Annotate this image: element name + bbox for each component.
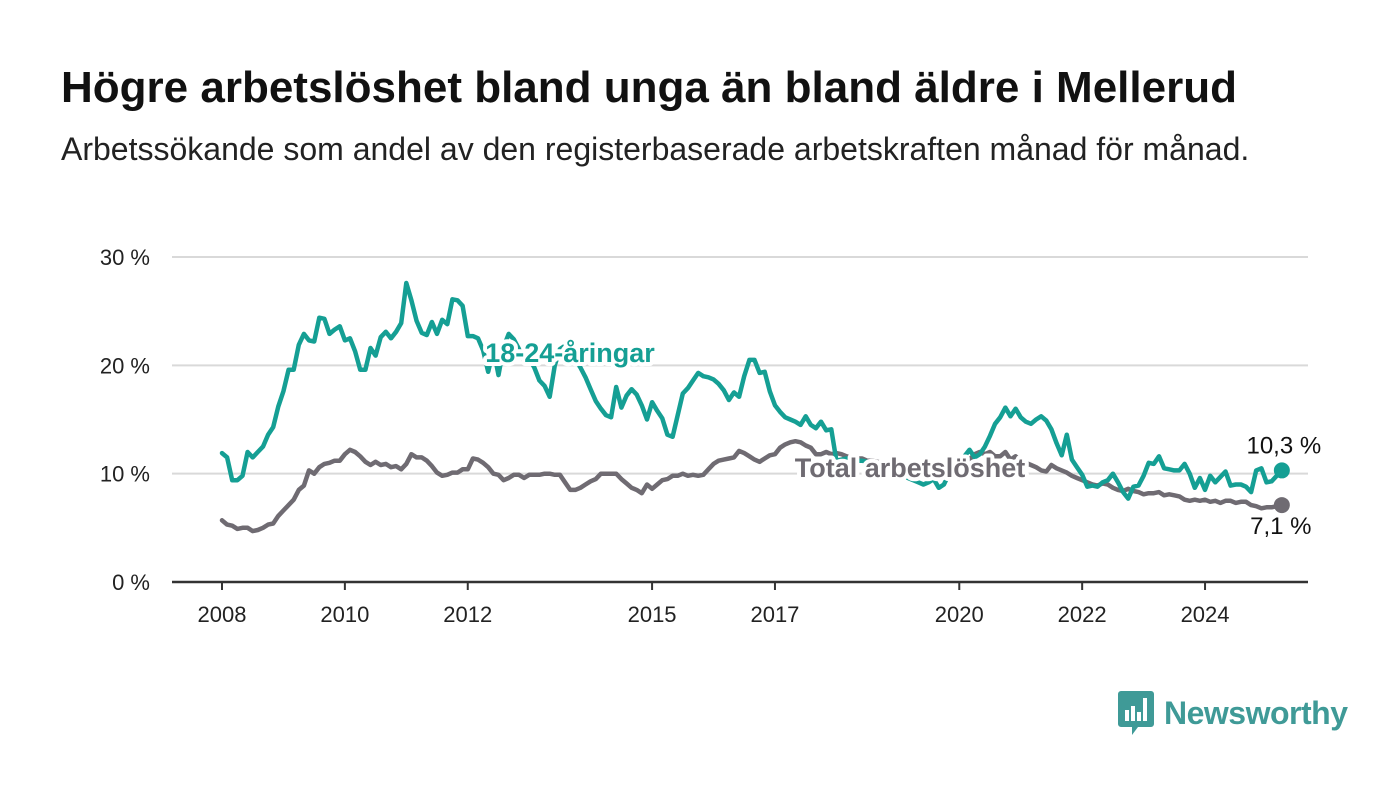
newsworthy-chart-icon [1118, 691, 1154, 735]
series-label-halo: Total arbetslöshet [795, 453, 1026, 483]
axis-layer: 0 % 10 % 20 % 30 % 2008 2010 2012 2015 2017 2020 2… [100, 245, 1308, 627]
chart-title: Högre arbetslöshet bland unga än bland ä… [61, 63, 1237, 112]
y-tick-label: 30 % [100, 245, 150, 270]
brand-logo: Newsworthy [1118, 690, 1348, 736]
y-tick-label: 20 % [100, 353, 150, 378]
chart-subtitle: Arbetssökande som andel av den registerb… [61, 131, 1250, 167]
brand-name: Newsworthy [1164, 694, 1348, 731]
grid-layer [172, 256, 1308, 475]
y-tick-label: 10 % [100, 462, 150, 487]
series-label: 18-24-åringar [485, 338, 655, 368]
x-tick-label: 2012 [443, 602, 492, 627]
x-tick-label: 2017 [750, 602, 799, 627]
x-tick-label: 2010 [320, 602, 369, 627]
end-value-label: 7,1 % [1250, 513, 1311, 540]
series-end-dot-0 [1273, 462, 1290, 479]
series-label-halo: 18-24-åringar [485, 338, 655, 368]
series-end-dot-1 [1273, 497, 1290, 514]
series-layer [219, 280, 1290, 534]
x-tick-label: 2022 [1058, 602, 1107, 627]
annotation-layer: 10,3 %7,1 %18-24-åringar18-24-åringarTot… [481, 334, 1321, 540]
y-tick-label: 0 % [112, 570, 150, 595]
x-tick-label: 2024 [1181, 602, 1230, 627]
series-line-1 [219, 438, 1285, 534]
series-label: Total arbetslöshet [795, 453, 1026, 483]
x-tick-label: 2008 [198, 602, 247, 627]
x-tick-label: 2015 [628, 602, 677, 627]
series-line-0 [219, 280, 1285, 501]
x-tick-label: 2020 [935, 602, 984, 627]
end-value-label: 10,3 % [1246, 432, 1321, 459]
